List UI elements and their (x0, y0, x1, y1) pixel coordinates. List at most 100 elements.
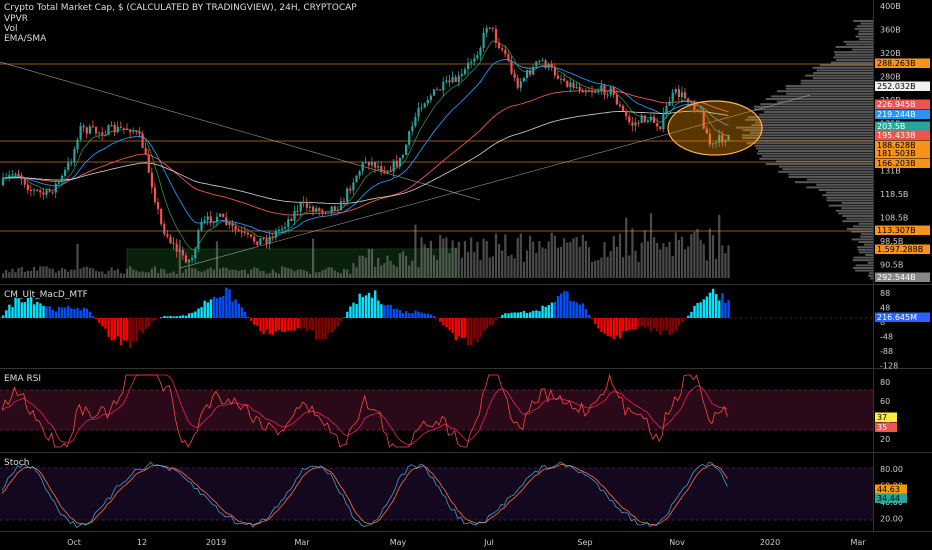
indicator-vol[interactable]: Vol (4, 24, 17, 34)
macd-bar (169, 315, 172, 318)
macd-histogram (2, 287, 730, 348)
macd-bar (352, 302, 355, 318)
macd-bar (333, 318, 337, 330)
volume-bar (126, 268, 129, 278)
candle-body (343, 201, 346, 203)
vpvr-bar (853, 267, 873, 269)
macd-bar (677, 318, 681, 326)
volume-bar (668, 241, 671, 278)
volume-bar (417, 267, 420, 278)
candle-body (209, 216, 212, 223)
vpvr-bar (841, 207, 873, 210)
volume-bar (513, 258, 516, 278)
macd-bar (312, 318, 315, 331)
volume-bar (76, 243, 79, 278)
candle-body (665, 105, 668, 114)
price-tick-label: 90.5B (880, 261, 903, 270)
macd-tick-label: 88 (880, 289, 890, 298)
candle-body (544, 60, 547, 68)
volume-bar (82, 267, 85, 278)
macd-bar (42, 305, 45, 318)
macd-bar (268, 318, 271, 335)
vpvr-bar (760, 103, 873, 106)
candle-body (727, 134, 730, 141)
volume-bar (215, 241, 219, 278)
volume-bar (284, 267, 287, 278)
candle-body (107, 125, 110, 135)
candle-body (575, 86, 578, 88)
volume-bar (113, 270, 116, 278)
volume-bar (643, 230, 646, 278)
volume-bar (715, 258, 718, 278)
vpvr-bar (776, 100, 873, 103)
macd-bar (668, 318, 671, 336)
volume-bar (166, 273, 169, 278)
candle-body (281, 228, 284, 230)
candle-body (110, 124, 113, 126)
volume-bar (358, 255, 361, 278)
volume-bar (687, 246, 690, 278)
vpvr-bar (858, 30, 873, 33)
macd-bar (104, 318, 107, 329)
vpvr-bar (855, 35, 873, 38)
indicator-ema-sma[interactable]: EMA/SMA (4, 34, 47, 44)
candle-body (680, 92, 684, 98)
volume-bar (277, 273, 281, 278)
volume-bar (8, 272, 11, 278)
volume-bar (281, 266, 284, 278)
volume-bar (85, 266, 88, 278)
macd-bar (358, 293, 361, 318)
candle-body (70, 162, 73, 164)
candle-body (622, 105, 625, 112)
volume-bar (584, 240, 587, 278)
vpvr-bar (800, 82, 873, 85)
macd-bar (566, 291, 569, 318)
macd-bar (243, 311, 247, 318)
volume-bar (98, 271, 101, 278)
candle-body (126, 128, 129, 130)
macd-bar (516, 312, 519, 318)
vpvr-bar (757, 150, 873, 152)
candle-body (228, 222, 231, 225)
vpvr-bar (753, 108, 873, 111)
volume-bar (662, 243, 665, 278)
macd-bar (79, 310, 82, 318)
price-tick-label: 118.5B (880, 190, 908, 199)
volume-bar (26, 270, 29, 278)
macd-bar (265, 318, 268, 330)
volume-bar (219, 268, 222, 278)
candle-body (547, 63, 550, 68)
candle-body (532, 66, 535, 75)
candle-body (507, 54, 510, 61)
volume-bar (129, 266, 132, 278)
candle-body (463, 69, 467, 75)
volume-bar (429, 240, 432, 278)
volume-bar (64, 269, 67, 278)
vpvr-bar (786, 92, 873, 95)
macd-title[interactable]: CM_Ult_MacD_MTF (4, 290, 88, 300)
candle-body (33, 189, 36, 191)
volume-bar (544, 248, 547, 278)
value-label-bg (875, 58, 930, 68)
volume-bar (339, 273, 343, 278)
stoch-title[interactable]: Stoch (4, 458, 29, 468)
volume-bar (250, 269, 253, 278)
macd-bar (262, 318, 265, 335)
volume-bar (290, 269, 293, 278)
candle-body (98, 132, 101, 134)
time-tick-label: Oct (67, 538, 81, 547)
vpvr-bar (855, 264, 873, 267)
candle-body (79, 125, 82, 140)
macd-bar (389, 304, 392, 318)
macd-bar (454, 318, 457, 341)
macd-bar (370, 297, 374, 318)
candle-body (358, 171, 361, 176)
candle-body (339, 201, 343, 211)
rsi-title[interactable]: EMA RSI (4, 374, 41, 384)
indicator-vpvr[interactable]: VPVR (4, 14, 28, 24)
macd-bar (479, 318, 482, 337)
candle-body (194, 249, 197, 259)
volume-bar (389, 260, 392, 278)
vpvr-bar (745, 118, 873, 121)
